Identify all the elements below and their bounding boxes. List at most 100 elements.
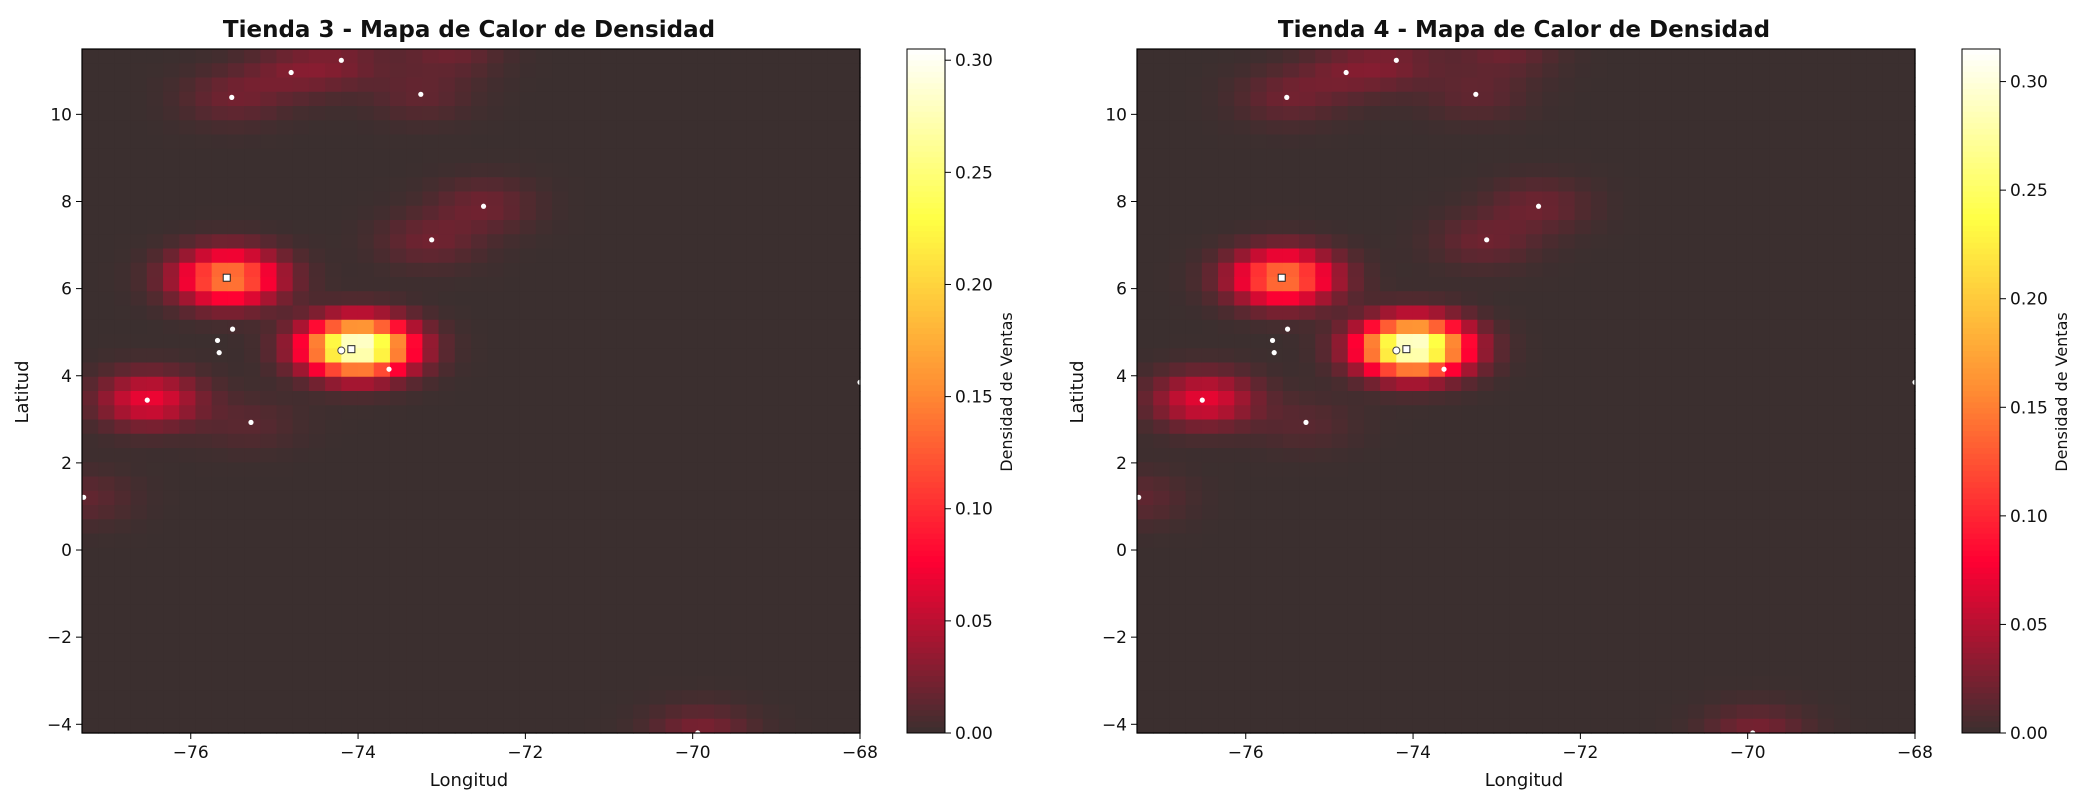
heatmap-cell: [1169, 49, 1187, 64]
heatmap-cell: [1898, 562, 1916, 577]
heatmap-cell: [503, 262, 521, 278]
data-point: [229, 94, 235, 100]
heatmap-cell: [82, 134, 99, 150]
heatmap-cell: [1477, 376, 1495, 392]
heatmap-cell: [1639, 718, 1657, 734]
heatmap-cell: [1363, 191, 1381, 207]
heatmap-cell: [1412, 448, 1430, 463]
colorbar-segment: [1962, 71, 2000, 78]
heatmap-cell: [1299, 120, 1316, 136]
heatmap-cell: [98, 191, 116, 207]
heatmap-cell: [389, 348, 407, 364]
heatmap-cell: [114, 305, 132, 321]
heatmap-cell: [1218, 647, 1235, 663]
heatmap-cell: [811, 490, 829, 506]
heatmap-cell: [1509, 448, 1527, 463]
heatmap-cell: [422, 291, 440, 307]
heatmap-cell: [1396, 661, 1414, 677]
heatmap-cell: [1282, 490, 1300, 506]
heatmap-cell: [487, 362, 505, 378]
heatmap-cell: [98, 177, 116, 193]
heatmap-cell: [1282, 362, 1300, 378]
heatmap-cell: [1234, 590, 1252, 606]
heatmap-cell: [1688, 91, 1705, 107]
heatmap-cell: [1736, 334, 1754, 349]
heatmap-cell: [600, 376, 618, 392]
heatmap-cell: [1639, 163, 1657, 178]
heatmap-cell: [1461, 590, 1478, 606]
x-tick-label: −70: [675, 743, 711, 763]
heatmap-cell: [1736, 148, 1754, 164]
heatmap-cell: [1736, 205, 1754, 221]
heatmap-cell: [308, 533, 326, 549]
heatmap-cell: [1639, 590, 1657, 606]
heatmap-cell: [1218, 633, 1235, 649]
heatmap-cell: [438, 163, 456, 178]
heatmap-cell: [211, 376, 229, 392]
heatmap-cell: [341, 590, 359, 606]
heatmap-cell: [681, 690, 699, 706]
heatmap-cell: [179, 676, 197, 691]
heatmap-cell: [260, 462, 278, 478]
heatmap-cell: [778, 704, 796, 720]
heatmap-cell: [179, 619, 197, 634]
heatmap-cell: [373, 262, 391, 278]
heatmap-cell: [730, 519, 748, 535]
heatmap-cell: [1752, 661, 1770, 677]
heatmap-cell: [1574, 177, 1592, 193]
heatmap-cell: [98, 248, 116, 264]
heatmap-cell: [1461, 647, 1478, 663]
colorbar-segment: [1962, 106, 2000, 113]
heatmap-cell: [1266, 704, 1284, 720]
heatmap-cell: [843, 120, 861, 136]
heatmap-cell: [1785, 319, 1803, 335]
heatmap-cell: [292, 177, 310, 193]
data-point: [429, 237, 435, 243]
heatmap-cell: [1720, 305, 1738, 321]
heatmap-cell: [795, 362, 812, 378]
heatmap-cell: [1542, 490, 1560, 506]
heatmap-cell: [422, 576, 440, 592]
heatmap-cell: [1282, 505, 1300, 520]
heatmap-cell: [438, 476, 456, 492]
colorbar-segment: [907, 202, 945, 210]
heatmap-cell: [325, 647, 342, 663]
heatmap-cell: [438, 334, 456, 349]
heatmap-cell: [1558, 362, 1576, 378]
heatmap-cell: [227, 405, 245, 421]
heatmap-cell: [1866, 547, 1884, 563]
heatmap-cell: [1558, 205, 1576, 221]
heatmap-cell: [649, 348, 667, 364]
heatmap-cell: [98, 49, 116, 64]
heatmap-cell: [1752, 277, 1770, 292]
heatmap-cell: [373, 77, 391, 93]
heatmap-cell: [1153, 661, 1171, 677]
heatmap-cell: [519, 177, 537, 193]
colorbar-segment: [1962, 658, 2000, 666]
heatmap-cell: [1396, 291, 1414, 307]
heatmap-cell: [1315, 191, 1333, 207]
heatmap-cell: [325, 519, 342, 535]
heatmap-cell: [1493, 405, 1511, 421]
heatmap-cell: [1169, 262, 1187, 278]
heatmap-cell: [762, 291, 780, 307]
heatmap-cell: [292, 348, 310, 364]
heatmap-cell: [1769, 476, 1786, 492]
heatmap-cell: [1769, 305, 1786, 321]
heatmap-cell: [649, 291, 667, 307]
heatmap-cell: [179, 362, 197, 378]
heatmap-cell: [130, 291, 148, 307]
heatmap-cell: [1607, 220, 1624, 235]
heatmap-cell: [146, 704, 164, 720]
heatmap-cell: [325, 562, 342, 577]
colorbar-segment: [1962, 294, 2000, 301]
heatmap-cell: [1607, 433, 1624, 449]
heatmap-cell: [130, 633, 148, 649]
heatmap-cell: [843, 505, 861, 520]
heatmap-cell: [1704, 562, 1722, 577]
heatmap-cell: [1882, 718, 1900, 734]
heatmap-cell: [1493, 704, 1511, 720]
heatmap-cell: [1266, 690, 1284, 706]
heatmap-cell: [163, 462, 180, 478]
